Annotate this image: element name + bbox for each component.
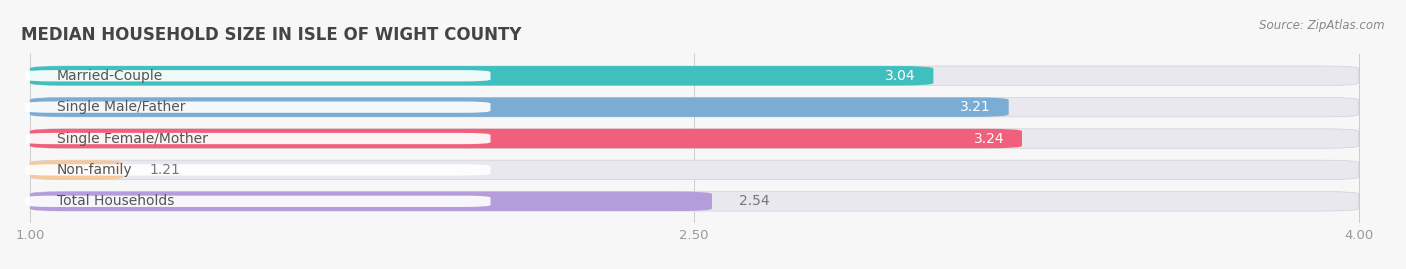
FancyBboxPatch shape [30,97,1358,117]
FancyBboxPatch shape [30,192,1358,211]
FancyBboxPatch shape [30,129,1022,148]
Text: 3.24: 3.24 [973,132,1004,146]
Text: Married-Couple: Married-Couple [56,69,163,83]
Text: Total Households: Total Households [56,194,174,208]
FancyBboxPatch shape [30,192,711,211]
FancyBboxPatch shape [30,160,122,180]
FancyBboxPatch shape [30,160,1358,180]
FancyBboxPatch shape [25,196,491,207]
FancyBboxPatch shape [30,66,1358,86]
Text: Single Female/Mother: Single Female/Mother [56,132,208,146]
FancyBboxPatch shape [25,101,491,113]
FancyBboxPatch shape [30,97,1008,117]
Text: Non-family: Non-family [56,163,132,177]
Text: 2.54: 2.54 [738,194,769,208]
Text: 3.04: 3.04 [884,69,915,83]
FancyBboxPatch shape [25,133,491,144]
Text: Source: ZipAtlas.com: Source: ZipAtlas.com [1260,19,1385,32]
FancyBboxPatch shape [25,164,491,176]
Text: 1.21: 1.21 [149,163,180,177]
Text: MEDIAN HOUSEHOLD SIZE IN ISLE OF WIGHT COUNTY: MEDIAN HOUSEHOLD SIZE IN ISLE OF WIGHT C… [21,26,522,44]
Text: 3.21: 3.21 [960,100,991,114]
FancyBboxPatch shape [30,129,1358,148]
FancyBboxPatch shape [25,70,491,82]
FancyBboxPatch shape [30,66,934,86]
Text: Single Male/Father: Single Male/Father [56,100,186,114]
